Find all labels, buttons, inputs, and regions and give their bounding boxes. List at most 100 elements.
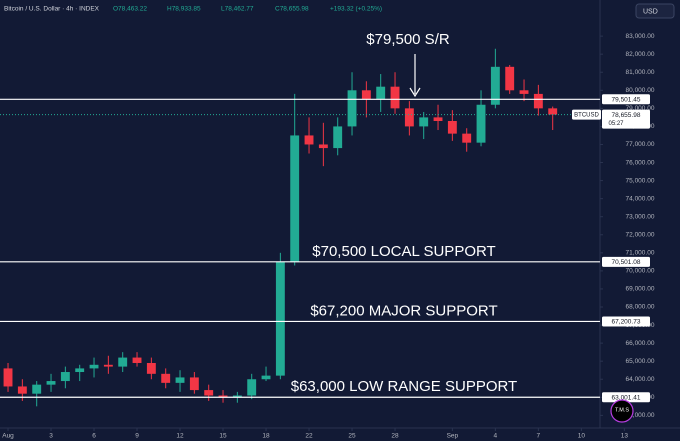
candle-body	[419, 117, 429, 127]
candle-body	[89, 364, 99, 369]
annotation: $63,000 LOW RANGE SUPPORT	[291, 378, 517, 395]
level-tag	[602, 94, 650, 105]
candle-body	[505, 66, 515, 91]
candle-body	[462, 133, 472, 143]
level-label: 67,200.73	[612, 319, 641, 326]
x-tick-label: 25	[348, 433, 356, 440]
y-tick-label: 68,000.00	[626, 304, 655, 311]
y-tick-label: 64,000.00	[626, 376, 655, 383]
candle-body	[390, 86, 400, 109]
annotation: $67,200 MAJOR SUPPORT	[310, 302, 497, 319]
y-tick-label: 66,000.00	[626, 340, 655, 347]
y-tick-label: 62,000.00	[626, 412, 655, 419]
candle-body	[189, 377, 199, 391]
candle-body	[161, 373, 171, 383]
candle-body	[132, 357, 142, 363]
x-tick-label: 12	[176, 433, 184, 440]
change: +193.32 (+0.25%)	[330, 6, 382, 13]
header: Bitcoin / U.S. Dollar · 4h · INDEX O78,4…	[4, 6, 382, 13]
logo: T.M.S	[610, 399, 634, 423]
ohlc-close: C78,655.98	[275, 6, 309, 13]
arrowhead	[409, 87, 421, 98]
logo-badge	[610, 399, 634, 423]
level-tag	[602, 256, 650, 267]
candle-body	[17, 386, 27, 394]
candle-body	[304, 135, 314, 145]
candle-body	[347, 90, 357, 127]
y-tick-label: 72,000.00	[626, 231, 655, 238]
ohlc-low: L78,462.77	[221, 6, 254, 13]
y-tick-label: 83,000.00	[626, 33, 655, 40]
x-tick-label: 28	[391, 433, 399, 440]
candle-body	[261, 375, 271, 380]
x-tick-label: 4	[494, 433, 498, 440]
x-tick-label: 13	[621, 433, 629, 440]
price-tag	[602, 109, 650, 129]
price-tag-label: 78,655.98	[612, 112, 641, 119]
x-tick-label: 15	[219, 433, 227, 440]
annotation: $70,500 LOCAL SUPPORT	[312, 243, 495, 260]
candle-body	[318, 144, 328, 149]
y-tick-label: 81,000.00	[626, 69, 655, 76]
symbol: Bitcoin / U.S. Dollar · 4h · INDEX	[4, 6, 100, 13]
candle-body	[376, 86, 386, 100]
candle-body	[204, 390, 214, 396]
x-tick-label: 22	[305, 433, 313, 440]
y-tick-label: 80,000.00	[626, 87, 655, 94]
y-tick-label: 77,000.00	[626, 141, 655, 148]
level-tag	[602, 316, 650, 327]
candle-body	[247, 379, 257, 396]
candle-body	[361, 90, 371, 100]
currency[interactable]: USD	[643, 8, 658, 15]
candle-body	[490, 66, 500, 105]
candle-body	[146, 362, 156, 374]
candle-body	[533, 93, 543, 109]
candle-body	[75, 368, 85, 373]
candle-body	[519, 90, 529, 94]
x-tick-label: 7	[537, 433, 541, 440]
level-label: 63,001.41	[612, 394, 641, 401]
candle-body	[118, 357, 128, 367]
level-label: 70,501.08	[612, 259, 641, 266]
candle-body	[275, 261, 285, 376]
candle-body	[103, 364, 113, 367]
countdown: 05:27	[608, 121, 624, 127]
x-tick-label: 10	[578, 433, 586, 440]
x-tick-label: 18	[262, 433, 270, 440]
x-tick-label: 9	[135, 433, 139, 440]
candle-body	[60, 372, 70, 382]
y-tick-label: 74,000.00	[626, 195, 655, 202]
symbol-tag	[572, 109, 601, 120]
annotation: $79,500 S/R	[366, 31, 450, 48]
logo-text: T.M.S	[615, 407, 629, 413]
candle-body	[175, 377, 185, 383]
y-tick-label: 82,000.00	[626, 51, 655, 58]
y-tick-label: 73,000.00	[626, 213, 655, 220]
y-tick-label: 69,000.00	[626, 286, 655, 293]
candle-body	[32, 384, 42, 394]
candle-body	[3, 368, 13, 387]
candle-body	[232, 395, 242, 398]
y-tick-label: 65,000.00	[626, 358, 655, 365]
candle-body	[404, 108, 414, 127]
currency-button[interactable]	[635, 3, 675, 19]
candle-body	[290, 135, 300, 262]
ohlc-open: O78,463.22	[113, 6, 147, 13]
candle-body	[476, 104, 486, 143]
y-tick-label: 75,000.00	[626, 177, 655, 184]
y-tick-label: 76,000.00	[626, 159, 655, 166]
candle-body	[46, 381, 56, 385]
level-tag	[602, 392, 650, 403]
candle-body	[333, 126, 343, 149]
x-tick-label: 3	[49, 433, 53, 440]
symbol-tag-label: BTCUSD	[574, 113, 599, 119]
candle-body	[218, 395, 228, 398]
candle-body	[447, 120, 457, 134]
y-tick-label: 79,000.00	[626, 105, 655, 112]
x-tick-label: Aug	[2, 433, 14, 440]
candle-body	[433, 117, 443, 121]
x-tick-label: 6	[92, 433, 96, 440]
y-tick-label: 71,000.00	[626, 250, 655, 257]
